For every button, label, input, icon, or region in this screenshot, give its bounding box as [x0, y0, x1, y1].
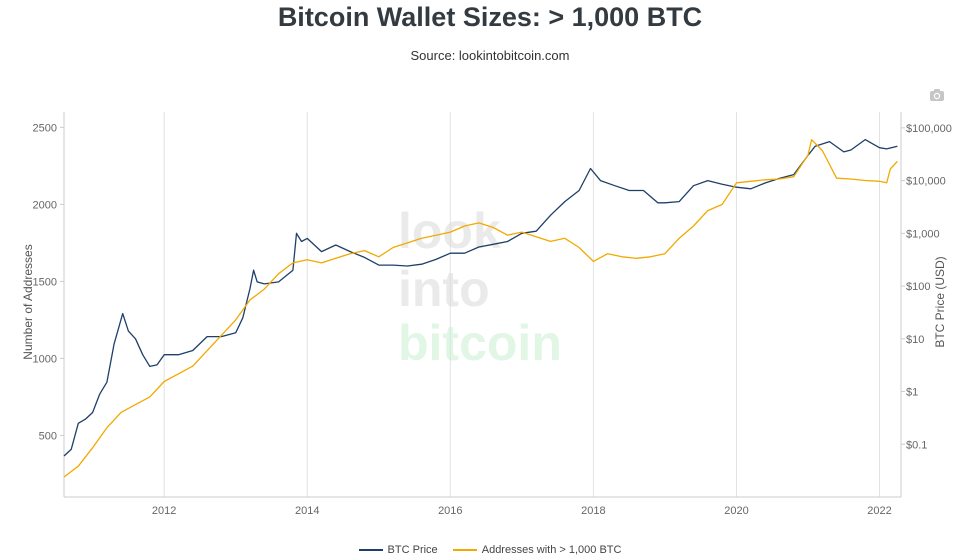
y-tick-label-right: $0.1	[906, 439, 927, 451]
series-lines	[63, 138, 898, 478]
legend-item-btc-price[interactable]: BTC Price	[358, 544, 438, 556]
watermark-text: look	[398, 203, 501, 259]
series-line-addresses	[63, 139, 898, 478]
x-tick-label: 2012	[152, 505, 176, 517]
x-tick-label: 2020	[724, 505, 748, 517]
y-tick-label-right: $10,000	[906, 176, 946, 188]
y-tick-label-right: $100	[906, 281, 930, 293]
legend-label: Addresses with > 1,000 BTC	[481, 544, 622, 556]
y-tick-label-left: 1000	[33, 353, 57, 365]
y-tick-label-right: $100,000	[906, 123, 952, 135]
watermark-text: bitcoin	[398, 315, 562, 371]
legend-label: BTC Price	[387, 544, 438, 556]
y-tick-label-right: $1,000	[906, 228, 940, 240]
y-tick-label-left: 2000	[33, 199, 57, 211]
y-tick-label-left: 1500	[33, 276, 57, 288]
legend-swatch	[452, 549, 477, 551]
grid-lines	[163, 112, 881, 497]
x-tick-label: 2014	[295, 505, 319, 517]
chart-title: Bitcoin Wallet Sizes: > 1,000 BTC	[277, 2, 703, 32]
y-tick-label-left: 500	[39, 430, 57, 442]
x-tick-label: 2016	[438, 505, 462, 517]
y-axis-label-right: BTC Price (USD)	[933, 256, 947, 347]
y-tick-label-left: 2500	[33, 122, 57, 134]
legend-swatch	[358, 549, 383, 551]
chart-subtitle: Source: lookintobitcoin.com	[410, 48, 570, 63]
y-axis-label-left: Number of Addresses	[21, 244, 35, 359]
series-line-btc-price	[63, 138, 898, 457]
watermark-text: into	[398, 261, 490, 317]
x-tick-label: 2022	[867, 505, 891, 517]
y-tick-label-right: $10	[906, 334, 924, 346]
y-tick-label-right: $1	[906, 387, 918, 399]
axes	[60, 112, 905, 498]
legend-item-addresses[interactable]: Addresses with > 1,000 BTC	[452, 544, 622, 556]
camera-icon[interactable]	[929, 88, 945, 102]
tick-labels: 2012 2014 2016 2018 2020 2022 500 1000 1500 2000 2…	[33, 122, 952, 517]
watermark: lookintobitcoin	[398, 203, 562, 371]
legend: BTC Price Addresses with > 1,000 BTC	[0, 542, 980, 556]
x-tick-label: 2018	[581, 505, 605, 517]
